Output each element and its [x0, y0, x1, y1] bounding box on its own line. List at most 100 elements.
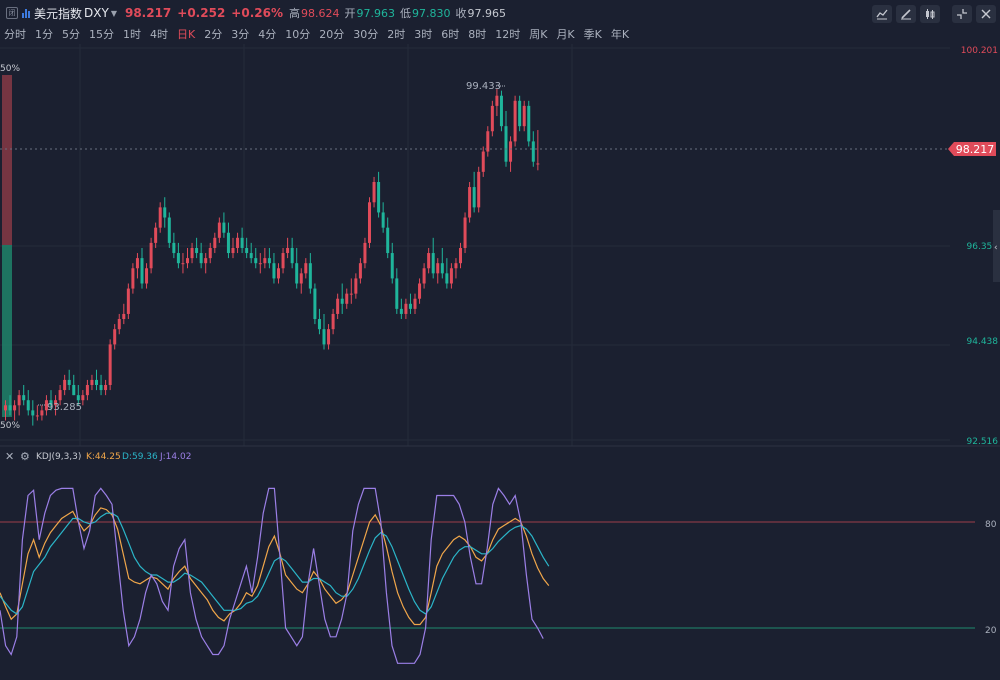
candle [317, 308, 321, 335]
open-value: 97.963 [356, 6, 395, 20]
low-value: 97.830 [411, 6, 451, 20]
candle [454, 258, 458, 279]
candle [363, 237, 367, 269]
candle [63, 374, 67, 396]
period-20[interactable]: 季K [583, 28, 602, 41]
candle [449, 263, 453, 289]
period-7[interactable]: 2分 [204, 28, 223, 41]
period-19[interactable]: 月K [556, 28, 575, 41]
candle [440, 247, 444, 279]
shrink-button[interactable] [952, 5, 972, 23]
candle [204, 253, 208, 274]
period-4[interactable]: 1时 [123, 28, 141, 41]
candle [231, 237, 235, 259]
candle [349, 278, 353, 304]
candle [44, 395, 48, 416]
period-10[interactable]: 10分 [285, 28, 311, 41]
current-price-tag-text: 98.217 [956, 143, 995, 156]
period-5[interactable]: 4时 [150, 28, 168, 41]
period-0[interactable]: 分时 [4, 28, 26, 41]
candle [277, 263, 280, 284]
indicator-title: KDJ(9,3,3) [36, 452, 81, 462]
candle [108, 339, 112, 391]
kdj-level-20-label: 20 [985, 626, 997, 636]
kdj-d-line [0, 512, 550, 615]
draw-button[interactable] [896, 5, 916, 23]
candle [290, 237, 294, 269]
price-tick-1: 100.201 [961, 46, 998, 56]
period-3[interactable]: 15分 [89, 28, 114, 41]
candle [113, 324, 117, 350]
candle [527, 100, 531, 147]
candle [99, 374, 103, 396]
symbol-header: 闭 美元指数 DXY ▼ 98.217 +0.252 +0.26% 高 98.6… [0, 0, 1000, 26]
period-1[interactable]: 1分 [35, 28, 53, 41]
indicator-button[interactable] [872, 5, 892, 23]
period-16[interactable]: 8时 [468, 28, 487, 41]
current-price-tag: 98.217 [948, 142, 996, 156]
shrink-icon [957, 9, 967, 19]
candle [313, 283, 317, 325]
depth-bar-top-label: 50% [0, 64, 20, 74]
candle [386, 217, 390, 259]
candle [286, 237, 290, 259]
period-11[interactable]: 20分 [319, 28, 345, 41]
symbol-name[interactable]: 美元指数 [34, 6, 83, 21]
candle [4, 400, 7, 421]
period-2[interactable]: 5分 [62, 28, 80, 41]
period-6[interactable]: 日K [177, 28, 196, 41]
chevron-down-icon[interactable]: ▼ [110, 8, 117, 18]
period-21[interactable]: 年K [610, 28, 630, 41]
period-18[interactable]: 周K [529, 28, 548, 41]
candle [413, 293, 417, 314]
period-17[interactable]: 12时 [495, 28, 521, 41]
period-15[interactable]: 6时 [441, 28, 460, 41]
candle [167, 212, 171, 248]
chevron-left-icon[interactable]: ‹ [994, 243, 998, 253]
candle [427, 247, 431, 274]
candle [158, 202, 162, 233]
low-annotation: 93.285 [47, 402, 82, 413]
period-9[interactable]: 4分 [258, 28, 277, 41]
candle [145, 263, 149, 289]
candle [176, 242, 180, 269]
candle [22, 384, 26, 406]
candle [199, 242, 203, 269]
indicator-k-value: K:44.25 [86, 452, 121, 462]
candle [327, 324, 331, 350]
price-tick-4: 94.438 [967, 337, 999, 347]
close-button[interactable] [976, 5, 996, 23]
price-tick-3: 96.359 [967, 242, 999, 252]
period-13[interactable]: 2时 [387, 28, 406, 41]
draw-icon [901, 9, 911, 20]
period-12[interactable]: 30分 [353, 28, 379, 41]
indicator-d-value: D:59.36 [122, 452, 158, 462]
candle [281, 247, 285, 274]
candle [499, 90, 503, 132]
candle [509, 136, 513, 172]
candle [122, 303, 126, 325]
period-8[interactable]: 3分 [231, 28, 250, 41]
high-label: 高 [288, 7, 300, 20]
candle [399, 298, 403, 320]
candle [354, 273, 358, 299]
period-14[interactable]: 3时 [414, 28, 433, 41]
candle [477, 166, 481, 213]
candle [490, 100, 494, 137]
candle [436, 258, 440, 284]
symbol-code[interactable]: DXY [84, 6, 109, 20]
candle [504, 110, 508, 167]
indicator-close-icon[interactable]: ✕ [5, 450, 14, 463]
period-selector: 分时 1分 5分 15分 1时 4时 日K 2分 3分 4分 10分 20分 30分 2时 3时 6时 8时 12… [0, 26, 638, 42]
candle [149, 237, 153, 274]
candle [8, 395, 12, 416]
candle [404, 298, 408, 320]
chart-type-button[interactable] [920, 5, 940, 23]
candle [135, 253, 139, 279]
indicator-settings-icon[interactable]: ⚙ [20, 450, 30, 463]
candle [295, 247, 299, 289]
side-panel-handle[interactable] [993, 210, 1000, 282]
candle [390, 242, 394, 284]
bar-chart-icon [22, 8, 30, 18]
